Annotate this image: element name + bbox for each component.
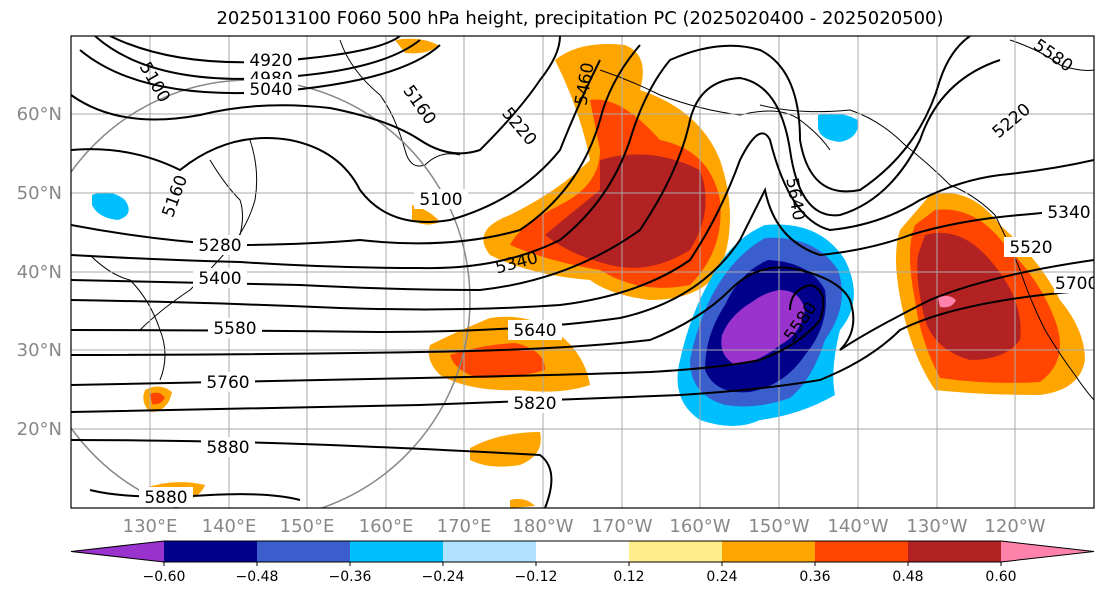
colorbar-swatch: [536, 541, 630, 562]
precip-shading: [143, 38, 1085, 508]
lon-label: 170°E: [437, 516, 492, 537]
colorbar-swatch: [629, 541, 723, 562]
contour-label: 5280: [198, 236, 241, 256]
lon-label: 180°W: [512, 516, 573, 537]
height-contours: [71, 36, 1094, 508]
lat-label: 60°N: [17, 104, 62, 125]
colorbar-swatch: [1001, 541, 1094, 562]
precip-negative-region: [818, 113, 859, 142]
lon-label: 140°W: [827, 516, 888, 537]
colorbar-swatch: [722, 541, 816, 562]
colorbar-tick-label: −0.60: [143, 569, 186, 585]
precip-positive-region: [510, 498, 535, 508]
contour-label: 5640: [513, 321, 556, 341]
precip-negative-shading: [92, 113, 859, 426]
contour-label: 5880: [206, 438, 249, 458]
lon-label: 140°E: [202, 516, 257, 537]
map-frame: [70, 35, 1095, 509]
lon-label: 130°E: [123, 516, 178, 537]
colorbar-swatch: [164, 541, 258, 562]
contour-label: 5580: [213, 319, 256, 339]
colorbar-tick-label: −0.24: [422, 569, 465, 585]
longitude-labels: 130°E 140°E 150°E 160°E 170°E 180°W 170°…: [123, 516, 1046, 537]
contour-label: 5400: [198, 269, 241, 289]
colorbar-tick-label: 0.12: [613, 569, 644, 585]
contour-label: 5100: [419, 190, 462, 210]
colorbar-swatch: [71, 541, 164, 562]
colorbar-tick-label: 0.60: [985, 569, 1016, 585]
precip-positive-region: [412, 205, 440, 225]
colorbar-swatch: [350, 541, 444, 562]
lon-label: 160°W: [669, 516, 730, 537]
contour-label: 5040: [249, 80, 292, 100]
lon-label: 150°W: [748, 516, 809, 537]
precip-positive-region: [470, 432, 541, 467]
contour-label: 5520: [1009, 238, 1052, 258]
graticule: [71, 36, 1094, 508]
lat-label: 30°N: [17, 340, 62, 361]
lat-label: 20°N: [17, 419, 62, 440]
colorbar-swatch: [908, 541, 1002, 562]
colorbar-tick-label: 0.24: [706, 569, 737, 585]
contour-label: 5760: [206, 373, 249, 393]
lon-label: 160°E: [359, 516, 414, 537]
lat-label: 40°N: [17, 262, 62, 283]
contour-label: 4920: [249, 51, 292, 71]
precip-negative-region: [721, 290, 805, 365]
colorbar-tick-label: −0.48: [236, 569, 279, 585]
precip-positive-region: [917, 232, 1021, 360]
lat-label: 50°N: [17, 183, 62, 204]
precip-positive-region: [150, 392, 165, 405]
lon-label: 150°E: [280, 516, 335, 537]
map-panel: 4920 4980 5040 5100 5160 5220 5280 5340 …: [71, 36, 1098, 508]
colorbar-swatch: [815, 541, 909, 562]
lon-label: 130°W: [906, 516, 967, 537]
colorbar-tick-label: 0.48: [892, 569, 923, 585]
latitude-labels: 60°N 50°N 40°N 30°N 20°N: [17, 104, 62, 440]
contour-label: 5820: [513, 394, 556, 414]
colorbar-tick-label: −0.12: [515, 569, 558, 585]
colorbar-tick-label: −0.36: [329, 569, 372, 585]
lon-label: 170°W: [591, 516, 652, 537]
contour-label: 5700: [1055, 274, 1098, 294]
contour-label: 5880: [144, 488, 187, 508]
colorbar-tick-label: 0.36: [799, 569, 830, 585]
precip-positive-region: [938, 295, 956, 308]
precip-negative-region: [92, 192, 129, 220]
map-title: 2025013100 F060 500 hPa height, precipit…: [216, 8, 944, 29]
contour-label: 5340: [1047, 203, 1090, 223]
colorbar-swatch: [257, 541, 351, 562]
precip-positive-region: [545, 154, 706, 268]
colorbar-swatch: [443, 541, 537, 562]
colorbar: −0.60 −0.48 −0.36 −0.24 −0.12 0.12 0.24 0.36 0.4…: [70, 540, 1095, 585]
lon-label: 120°W: [984, 516, 1045, 537]
